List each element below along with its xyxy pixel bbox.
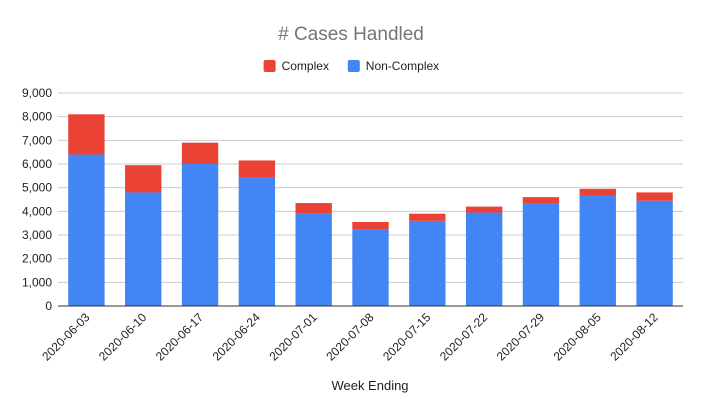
- legend-swatch-complex: [263, 60, 276, 72]
- y-tick-label: 4,000: [22, 204, 52, 218]
- bar-non-complex: [68, 154, 105, 306]
- legend-label-complex: Complex: [282, 59, 329, 73]
- bar-non-complex: [465, 212, 503, 306]
- bar-complex: [352, 221, 389, 230]
- bar-complex: [409, 213, 446, 221]
- legend-swatch-non-complex: [347, 60, 360, 72]
- y-tick-label: 6,000: [22, 157, 52, 171]
- x-tick-label: 2020-08-05: [551, 310, 605, 364]
- bar-complex: [579, 188, 616, 196]
- bar-complex: [465, 206, 503, 213]
- y-tick-label: 1,000: [22, 275, 52, 289]
- legend-label-non-complex: Non-Complex: [366, 59, 439, 73]
- bar-non-complex: [409, 220, 446, 306]
- bar-non-complex: [181, 164, 219, 306]
- bars: [68, 114, 673, 306]
- bar-non-complex: [522, 203, 560, 306]
- x-tick-label: 2020-07-08: [323, 310, 377, 364]
- bar-non-complex: [295, 213, 332, 306]
- bar-complex: [238, 160, 276, 178]
- y-tick-label: 3,000: [22, 228, 52, 242]
- bar-complex: [295, 203, 332, 214]
- x-tick-label: 2020-06-17: [153, 310, 207, 364]
- x-tick-label: 2020-06-10: [96, 310, 150, 364]
- bar-non-complex: [238, 177, 276, 306]
- bar-complex: [636, 192, 673, 201]
- bar-complex: [68, 114, 105, 155]
- chart-title: # Cases Handled: [278, 24, 424, 45]
- bar-complex: [522, 197, 560, 204]
- x-axis-label: Week Ending: [331, 378, 408, 393]
- x-tick-label: 2020-07-29: [494, 310, 548, 364]
- y-tick-label: 0: [45, 299, 52, 313]
- x-tick-label: 2020-06-03: [39, 310, 93, 364]
- bar-complex: [125, 165, 162, 193]
- y-tick-label: 5,000: [22, 181, 52, 195]
- y-tick-label: 9,000: [22, 86, 52, 100]
- y-tick-label: 8,000: [22, 110, 52, 124]
- x-axis-ticks: 2020-06-03 2020-06-10 2020-06-17 2020-06-24…: [39, 310, 661, 364]
- x-tick-label: 2020-07-15: [380, 310, 434, 364]
- y-tick-label: 7,000: [22, 133, 52, 147]
- bar-non-complex: [636, 200, 673, 306]
- x-tick-label: 2020-08-12: [607, 310, 661, 364]
- legend: Complex Non-Complex: [263, 59, 439, 73]
- x-tick-label: 2020-07-22: [437, 310, 491, 364]
- bar-non-complex: [579, 195, 616, 306]
- bar-non-complex: [352, 229, 389, 306]
- gridlines: [58, 92, 683, 283]
- x-tick-label: 2020-06-24: [210, 310, 264, 364]
- y-tick-label: 2,000: [22, 252, 52, 266]
- y-axis-ticks: 0 1,000 2,000 3,000 4,000 5,000 6,000 7,000 8,00…: [22, 86, 52, 313]
- x-tick-label: 2020-07-01: [266, 310, 320, 364]
- bar-complex: [181, 142, 219, 164]
- bar-non-complex: [125, 192, 162, 306]
